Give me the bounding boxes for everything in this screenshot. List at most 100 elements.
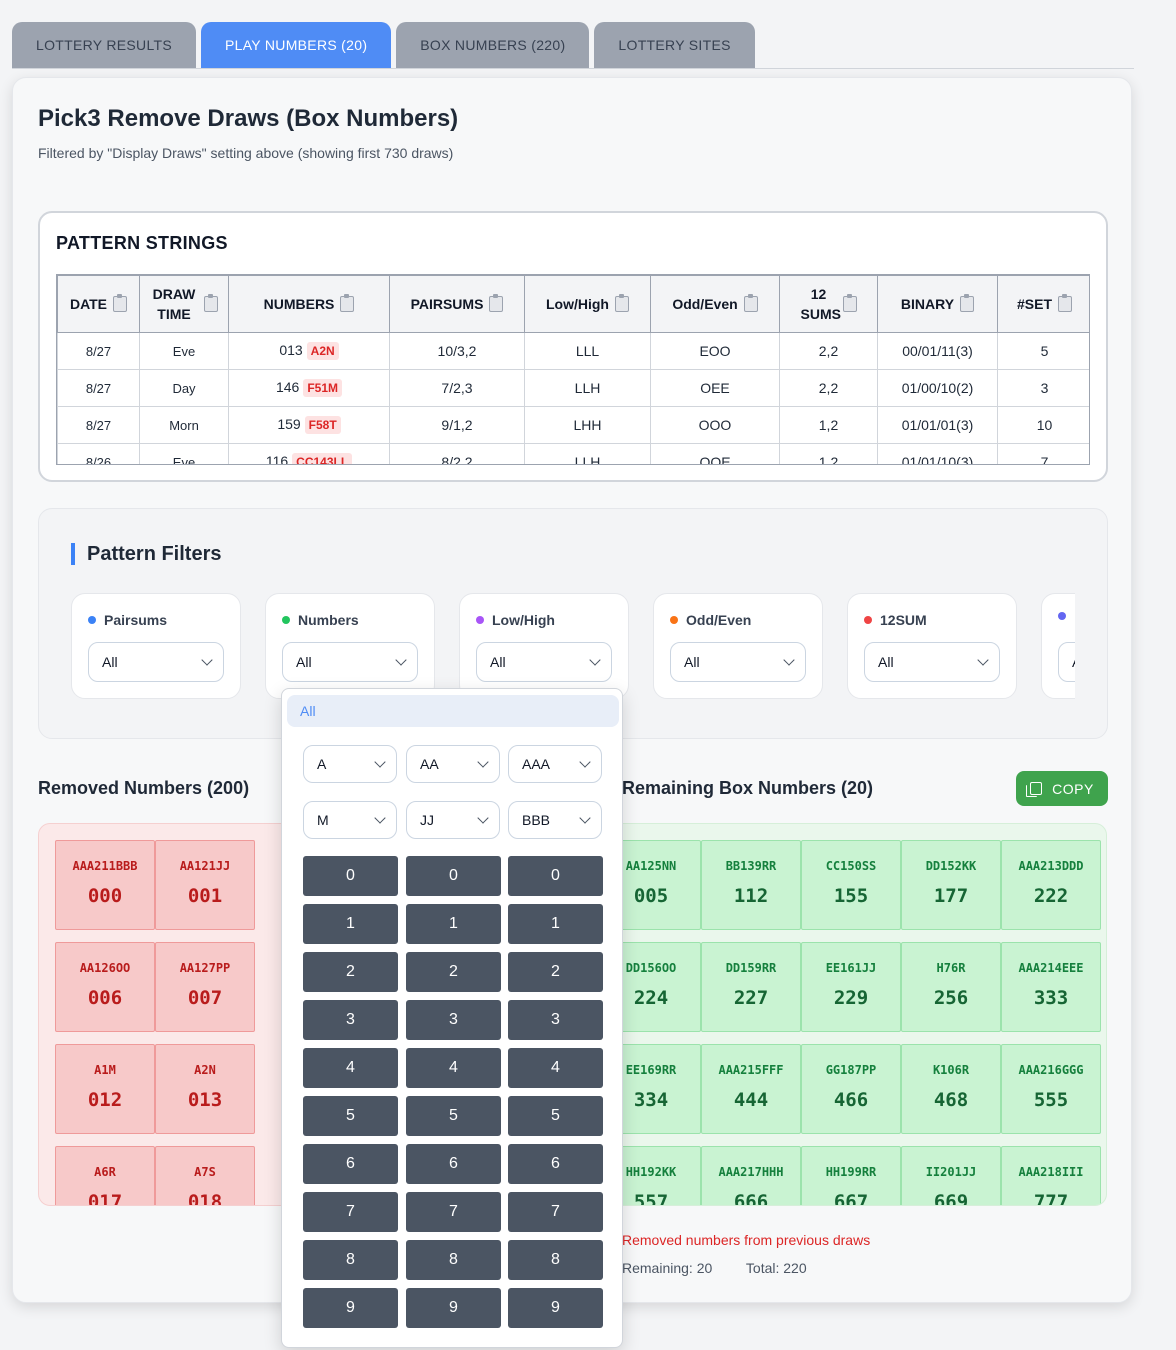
cell-numbers: 146 F51M — [228, 369, 390, 407]
digit-key[interactable]: 1 — [406, 904, 501, 944]
clipboard-icon[interactable] — [960, 294, 975, 312]
remaining-number-cell[interactable]: H76R 256 — [901, 942, 1001, 1032]
digit-key[interactable]: 0 — [508, 856, 603, 896]
digit-key[interactable]: 0 — [406, 856, 501, 896]
digit-key[interactable]: 4 — [406, 1048, 501, 1088]
remaining-number-cell[interactable]: BB139RR 112 — [701, 840, 801, 930]
copy-button[interactable]: COPY — [1016, 771, 1108, 806]
clipboard-icon[interactable] — [842, 294, 857, 312]
chevron-down-icon — [579, 756, 591, 768]
digit-key[interactable]: 6 — [508, 1144, 603, 1184]
cell-number: 227 — [733, 987, 769, 1009]
filter-select[interactable]: All — [670, 642, 806, 682]
filter-select[interactable]: All — [1058, 642, 1075, 682]
remaining-number-cell[interactable]: AAA218III 777 — [1001, 1146, 1101, 1205]
digit-key[interactable]: 8 — [303, 1240, 398, 1280]
removed-number-cell[interactable]: AA121JJ 001 — [155, 840, 255, 930]
removed-number-cell[interactable]: AAA211BBB 000 — [55, 840, 155, 930]
filter-select-value: All — [102, 654, 118, 670]
digit-key[interactable]: 5 — [406, 1096, 501, 1136]
table-header-cell[interactable]: PAIRSUMS — [389, 275, 525, 333]
clipboard-icon[interactable] — [615, 294, 629, 312]
table-header-cell[interactable]: BINARY — [877, 275, 998, 333]
table-header-cell[interactable]: Low/High — [524, 275, 651, 333]
digit-key[interactable]: 5 — [303, 1096, 398, 1136]
remaining-number-cell[interactable]: AAA216GGG 555 — [1001, 1044, 1101, 1134]
digit-key[interactable]: 4 — [508, 1048, 603, 1088]
clipboard-icon[interactable] — [489, 294, 504, 312]
clipboard-icon[interactable] — [340, 294, 355, 312]
pattern-select[interactable]: A — [303, 745, 397, 783]
digit-key[interactable]: 5 — [508, 1096, 603, 1136]
remaining-number-cell[interactable]: K106R 468 — [901, 1044, 1001, 1134]
filter-select[interactable]: All — [864, 642, 1000, 682]
remaining-number-cell[interactable]: CC150SS 155 — [801, 840, 901, 930]
remaining-number-cell[interactable]: AAA215FFF 444 — [701, 1044, 801, 1134]
digit-key[interactable]: 2 — [508, 952, 603, 992]
removed-number-cell[interactable]: AA126OO 006 — [55, 942, 155, 1032]
cell-number: 155 — [833, 885, 869, 907]
digit-key[interactable]: 2 — [406, 952, 501, 992]
filter-select[interactable]: All — [282, 642, 418, 682]
clipboard-icon[interactable] — [204, 294, 218, 312]
digit-key[interactable]: 7 — [303, 1192, 398, 1232]
remaining-number-cell[interactable]: GG187PP 466 — [801, 1044, 901, 1134]
pattern-select[interactable]: AAA — [508, 745, 602, 783]
remaining-number-cell[interactable]: DD159RR 227 — [701, 942, 801, 1032]
filter-select[interactable]: All — [476, 642, 612, 682]
digit-key[interactable]: 6 — [406, 1144, 501, 1184]
digit-key[interactable]: 9 — [406, 1288, 501, 1328]
table-header-cell[interactable]: DRAW TIME — [139, 275, 229, 333]
pattern-select[interactable]: BBB — [508, 801, 602, 839]
header-inner: DATE — [58, 294, 139, 314]
tab-bar: LOTTERY RESULTS PLAY NUMBERS (20) BOX NU… — [12, 22, 755, 68]
digit-key[interactable]: 3 — [303, 1000, 398, 1040]
filter-select[interactable]: All — [88, 642, 224, 682]
tab-lottery-results[interactable]: LOTTERY RESULTS — [12, 22, 196, 68]
tab-play-numbers[interactable]: PLAY NUMBERS (20) — [200, 22, 392, 68]
digit-key[interactable]: 1 — [508, 904, 603, 944]
removed-number-cell[interactable]: A2N 013 — [155, 1044, 255, 1134]
clipboard-icon[interactable] — [743, 294, 758, 312]
digit-key[interactable]: 3 — [508, 1000, 603, 1040]
pattern-select[interactable]: JJ — [406, 801, 500, 839]
pattern-select[interactable]: AA — [406, 745, 500, 783]
digit-key[interactable]: 4 — [303, 1048, 398, 1088]
remaining-number-cell[interactable]: AAA217HHH 666 — [701, 1146, 801, 1205]
table-header-cell[interactable]: 12 SUMS — [779, 275, 878, 333]
table-header-cell[interactable]: #SET — [997, 275, 1089, 333]
digit-key[interactable]: 9 — [508, 1288, 603, 1328]
removed-number-cell[interactable]: AA127PP 007 — [155, 942, 255, 1032]
filter-label-text: Low/High — [492, 612, 555, 628]
digit-key[interactable]: 7 — [508, 1192, 603, 1232]
digit-key[interactable]: 1 — [303, 904, 398, 944]
cell-lowhigh: LHH — [524, 406, 651, 444]
removed-number-cell[interactable]: A1M 012 — [55, 1044, 155, 1134]
digit-key[interactable]: 8 — [406, 1240, 501, 1280]
digit-key[interactable]: 0 — [303, 856, 398, 896]
digit-key[interactable]: 6 — [303, 1144, 398, 1184]
table-header-cell[interactable]: DATE — [57, 275, 140, 333]
remaining-number-cell[interactable]: EE161JJ 229 — [801, 942, 901, 1032]
pattern-strings-table[interactable]: DATE DRAW TIME NUMBERS PAIRSUMS Low/High Odd/… — [56, 274, 1090, 465]
removed-number-cell[interactable]: A6R 017 — [55, 1146, 155, 1205]
digit-key[interactable]: 2 — [303, 952, 398, 992]
digit-key[interactable]: 3 — [406, 1000, 501, 1040]
clipboard-icon[interactable] — [1058, 294, 1072, 312]
clipboard-icon[interactable] — [113, 294, 128, 312]
digit-key[interactable]: 7 — [406, 1192, 501, 1232]
digit-key[interactable]: 9 — [303, 1288, 398, 1328]
removed-number-cell[interactable]: A7S 018 — [155, 1146, 255, 1205]
remaining-number-cell[interactable]: II201JJ 669 — [901, 1146, 1001, 1205]
tab-lottery-sites[interactable]: LOTTERY SITES — [594, 22, 755, 68]
pattern-select[interactable]: M — [303, 801, 397, 839]
digit-key[interactable]: 8 — [508, 1240, 603, 1280]
table-header-cell[interactable]: Odd/Even — [650, 275, 780, 333]
remaining-number-cell[interactable]: DD152KK 177 — [901, 840, 1001, 930]
remaining-number-cell[interactable]: AAA214EEE 333 — [1001, 942, 1101, 1032]
remaining-number-cell[interactable]: AAA213DDD 222 — [1001, 840, 1101, 930]
dropdown-option-all[interactable]: All — [287, 695, 619, 727]
table-header-cell[interactable]: NUMBERS — [228, 275, 390, 333]
tab-box-numbers[interactable]: BOX NUMBERS (220) — [396, 22, 590, 68]
remaining-number-cell[interactable]: HH199RR 667 — [801, 1146, 901, 1205]
